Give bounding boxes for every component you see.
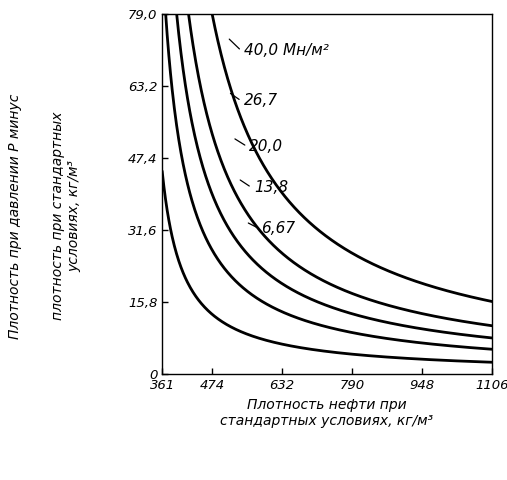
Text: 26,7: 26,7 (244, 94, 278, 108)
Text: 20,0: 20,0 (249, 139, 283, 154)
Text: 13,8: 13,8 (254, 180, 288, 195)
Text: 40,0 Мн/м²: 40,0 Мн/м² (244, 43, 329, 59)
Text: Плотность при давлении P минус: Плотность при давлении P минус (8, 93, 22, 339)
X-axis label: Плотность нефти при
стандартных условиях, кг/м³: Плотность нефти при стандартных условиях… (221, 398, 433, 428)
Text: плотность при стандартных
условиях, кг/м³: плотность при стандартных условиях, кг/м… (51, 112, 81, 320)
Text: 6,67: 6,67 (261, 221, 296, 236)
